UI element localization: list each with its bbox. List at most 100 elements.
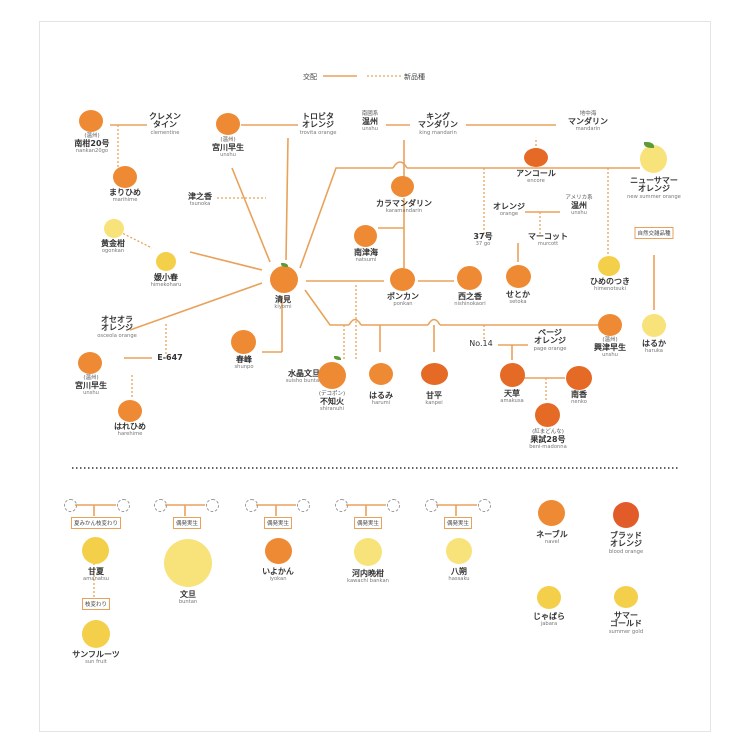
label-harumi: はるみ harumi — [369, 391, 393, 407]
fruit-ponkan — [390, 268, 415, 291]
label-america-unshu: アメリカ系 温州 unshu — [565, 195, 593, 217]
label-blood: ブラッド オレンジ blood orange — [608, 531, 644, 555]
tag-iyokan: 偶発実生 — [263, 517, 293, 529]
fruit-miyagawa2 — [78, 352, 102, 374]
unknown-parent-icon — [478, 499, 491, 512]
fruit-jabara — [537, 586, 561, 609]
label-newsummer: ニューサマー オレンジ new summer orange — [627, 176, 681, 200]
label-navel: ネーブル navel — [536, 530, 568, 546]
leaf-icon — [644, 142, 654, 148]
label-natsumi: 南津海 natsumi — [354, 248, 378, 264]
label-kiyomi: 清見 kiyomi — [274, 295, 292, 311]
label-nanshu-unshu: 南國系 温州 unshu — [361, 111, 379, 133]
fruit-sunfruit — [82, 620, 110, 648]
tag-kawachi: 偶発実生 — [353, 517, 383, 529]
fruit-ogonkan — [104, 219, 124, 238]
fruit-okitsu — [598, 314, 622, 336]
fruit-encore — [524, 148, 548, 167]
legend-cross-label: 交配 — [303, 73, 317, 81]
label-no14: No.14 — [469, 339, 493, 348]
label-clementine: クレメン タイン clementine — [149, 112, 181, 136]
label-trovita: トロビタ オレンジ trovita orange — [299, 112, 337, 136]
unknown-parent-icon — [245, 499, 258, 512]
fruit-natsumi — [354, 225, 377, 247]
label-nankan20: (温州) 南柑20号 nankan20go — [74, 133, 110, 155]
unknown-parent-icon — [425, 499, 438, 512]
label-benimadonna: (紅まどんな) 果試28号 beni-madonna — [529, 429, 567, 451]
label-encore: アンコール encore — [516, 169, 556, 185]
fruit-buntan — [164, 539, 212, 587]
fruit-kawachi — [354, 538, 382, 566]
fruit-karamandarin — [391, 176, 414, 197]
fruit-harehime — [118, 400, 142, 422]
fruit-blood — [613, 502, 639, 528]
fruit-hassaku — [446, 538, 472, 564]
fruit-kanpei — [421, 363, 448, 385]
leaf-icon — [281, 263, 288, 267]
unknown-parent-icon — [335, 499, 348, 512]
fruit-nanko — [566, 366, 592, 390]
label-sunfruit: サンフルーツ sun fruit — [72, 650, 120, 666]
label-orange: オレンジ orange — [493, 202, 525, 218]
label-tsunoka: 津之香 tsunoka — [188, 192, 212, 208]
label-karamandarin: カラマンダリン karamandarin — [376, 199, 432, 215]
unknown-parent-icon — [117, 499, 130, 512]
fruit-shiranuhi — [318, 362, 346, 389]
label-haruka: はるか haruka — [642, 339, 666, 355]
label-iyokan: いよかん iyokan — [262, 567, 294, 583]
tag-hassaku: 偶発実生 — [443, 517, 473, 529]
unknown-parent-icon — [64, 499, 77, 512]
label-okitsu: (温州) 興津早生 unshu — [594, 337, 626, 359]
fruit-miyagawa1 — [216, 113, 240, 135]
fruit-amanatsu — [82, 537, 109, 564]
unknown-parent-icon — [297, 499, 310, 512]
tag-buntan: 偶発実生 — [172, 517, 202, 529]
label-amakusa: 天草 amakusa — [500, 389, 524, 405]
label-hassaku: 八朔 hassaku — [448, 567, 470, 583]
label-37go: 37号 37 go — [473, 232, 493, 248]
label-summergold: サマー ゴールド summer gold — [608, 611, 644, 635]
fruit-benimadonna — [535, 403, 560, 427]
label-kawachi: 河内晩柑 kawachi bankan — [347, 569, 389, 585]
label-chichukai: 地中海 マンダリン mandarin — [568, 111, 608, 133]
label-shunpo: 春峰 shunpo — [234, 355, 254, 371]
fruit-iyokan — [265, 538, 292, 564]
label-miyagawa2: (温州) 宮川早生 unshu — [75, 375, 107, 397]
label-nanko: 南香 nenko — [571, 390, 587, 406]
label-e647: E-647 — [157, 353, 183, 362]
fruit-nishinokaori — [457, 266, 482, 290]
label-ponkan: ポンカン ponkan — [387, 292, 419, 308]
fruit-amakusa — [500, 363, 525, 387]
unknown-parent-icon — [154, 499, 167, 512]
label-miyagawa1: (温州) 宮川早生 unshu — [212, 137, 244, 159]
leaf-icon — [334, 356, 341, 360]
fruit-newsummer — [640, 145, 667, 173]
fruit-haruka — [642, 314, 666, 337]
chart-frame — [39, 21, 711, 732]
label-amanatsu: 甘夏 amanatsu — [83, 567, 109, 583]
fruit-kiyomi — [270, 266, 298, 293]
label-himekoharu: 媛小春 himekoharu — [150, 273, 182, 289]
label-jabara: じゃばら jabara — [533, 612, 565, 628]
label-king: キング マンダリン king mandarin — [418, 112, 458, 136]
label-suisho: 水晶文旦 suisho buntan — [285, 369, 323, 385]
natural-hybrid-tag: 自然交雑品種 — [634, 227, 674, 239]
unknown-parent-icon — [206, 499, 219, 512]
label-setoka: せとか setoka — [506, 290, 530, 306]
fruit-himenotsuki — [598, 256, 620, 276]
label-page: ページ オレンジ page orange — [533, 328, 567, 352]
label-murcott: マーコット murcott — [528, 232, 568, 248]
tag-sunfruit: 枝変わり — [81, 598, 111, 610]
label-shiranuhi: (デコポン) 不知火 shiranuhi — [318, 391, 346, 413]
fruit-marihime — [113, 166, 137, 188]
fruit-himekoharu — [156, 252, 176, 271]
fruit-setoka — [506, 265, 531, 288]
fruit-harumi — [369, 363, 393, 385]
label-nishinokaori: 西之香 nishinokaori — [454, 292, 486, 308]
fruit-shunpo — [231, 330, 256, 354]
label-osceola: オセオラ オレンジ osceola orange — [97, 315, 137, 339]
label-buntan: 文旦 buntan — [178, 590, 198, 606]
label-harehime: はれひめ harehime — [114, 422, 146, 438]
fruit-navel — [538, 500, 565, 526]
